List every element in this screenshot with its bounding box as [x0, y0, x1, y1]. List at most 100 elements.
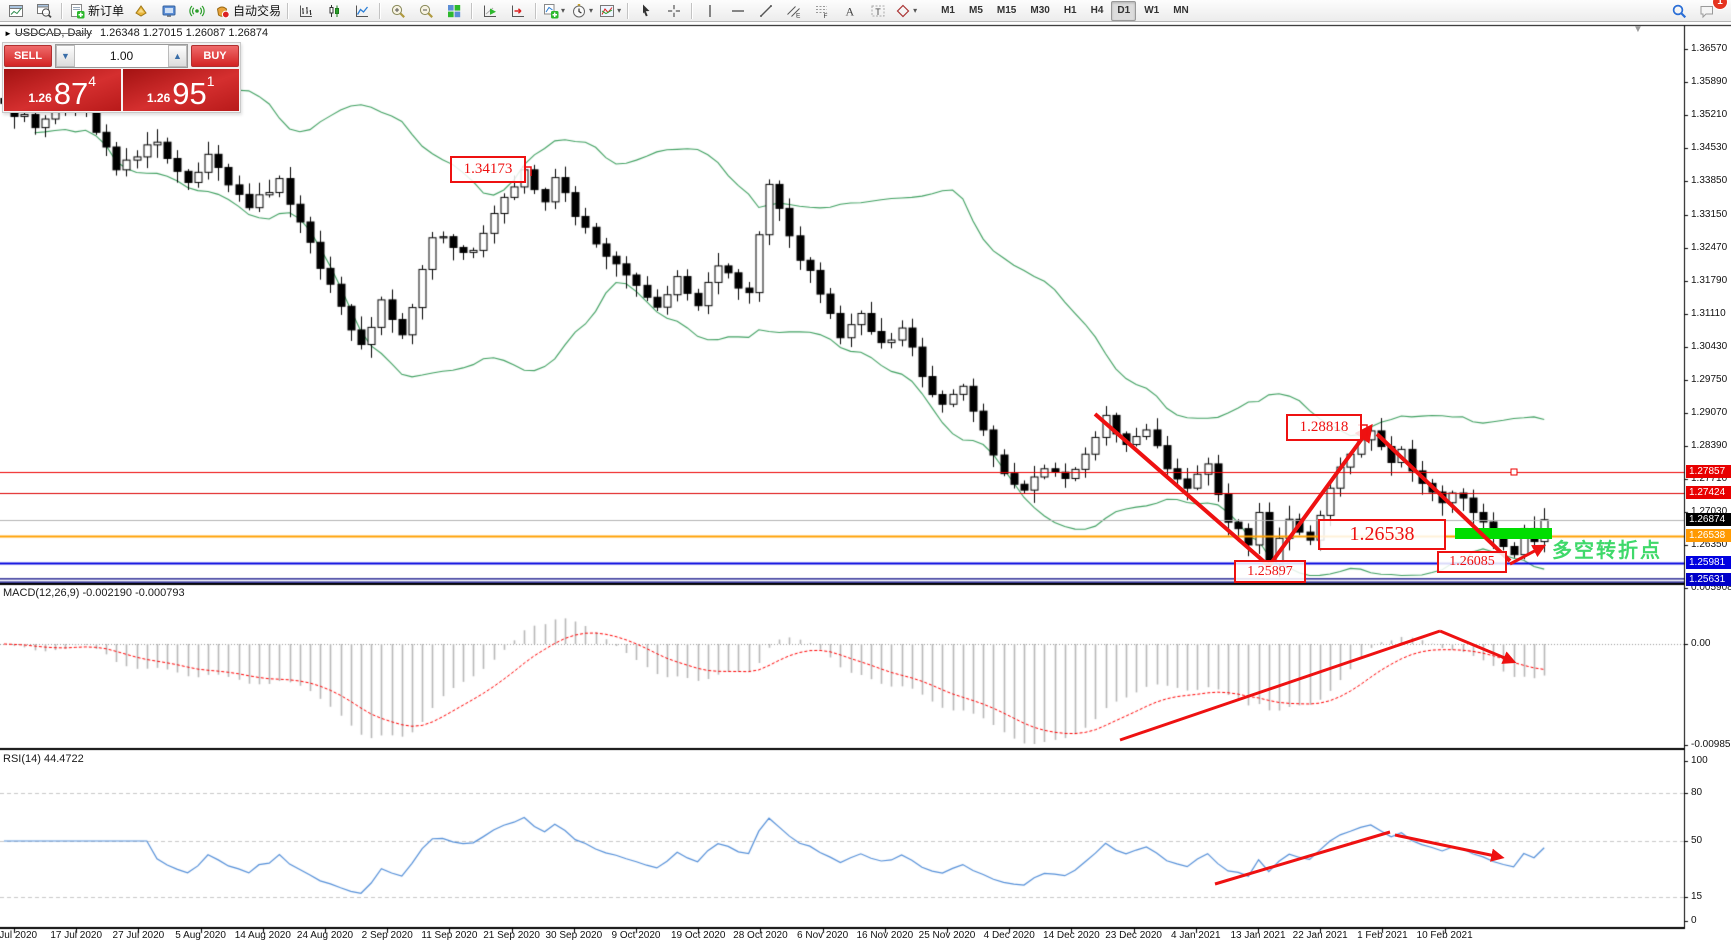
date-axis-label: 28 Oct 2020 — [733, 930, 788, 941]
data-window-icon — [36, 3, 52, 19]
date-axis-label: 16 Nov 2020 — [856, 930, 914, 941]
template-icon — [599, 3, 615, 19]
data-window-button[interactable] — [30, 0, 58, 22]
timeframe-h1[interactable]: H1 — [1063, 5, 1077, 16]
price-badge: 1.26874 — [1686, 513, 1731, 527]
annotation-price-label: 1.26538 — [1318, 519, 1446, 550]
date-axis-label: 24 Aug 2020 — [296, 930, 354, 941]
line-chart-button[interactable] — [348, 0, 376, 22]
volume-decrease-button[interactable]: ▼ — [56, 45, 75, 67]
date-axis-label: 11 Sep 2020 — [421, 930, 478, 941]
volume-input[interactable] — [75, 48, 168, 64]
horizontal-line-button[interactable] — [724, 0, 752, 22]
candlestick-button[interactable] — [320, 0, 348, 22]
cursor-button[interactable] — [632, 0, 660, 22]
svg-text:T: T — [875, 6, 881, 16]
date-axis-label: 27 Jul 2020 — [112, 930, 165, 941]
price-tick-label: 1.34530 — [1691, 141, 1728, 153]
date-axis-label: 25 Nov 2020 — [918, 930, 976, 941]
terminal-icon — [161, 3, 177, 19]
sell-button[interactable]: SELL — [4, 45, 52, 67]
symbol-line: ► USDCAD, Daily 1.26348 1.27015 1.26087 1.… — [4, 27, 268, 39]
channel-button[interactable]: E — [780, 0, 808, 22]
zoom-out-icon — [418, 3, 434, 19]
chat-button[interactable]: 1 — [1693, 0, 1728, 22]
turning-point-note: 多空转折点 — [1552, 540, 1662, 562]
rsi-scale-label: 80 — [1691, 787, 1703, 798]
price-badge: 1.25631 — [1686, 573, 1731, 587]
volume-increase-button[interactable]: ▲ — [168, 45, 187, 67]
bar-chart-button[interactable] — [292, 0, 320, 22]
line-chart-icon — [354, 3, 370, 19]
date-axis-label: 30 Sep 2020 — [545, 930, 603, 941]
price-tick-label: 1.32470 — [1691, 241, 1728, 253]
price-tick-label: 1.36570 — [1691, 43, 1728, 54]
trendline-button[interactable] — [752, 0, 780, 22]
notification-badge: 1 — [1712, 0, 1728, 10]
terminal-button[interactable] — [155, 0, 183, 22]
periods-button[interactable]: ▾ — [568, 0, 596, 22]
tile-windows-button[interactable] — [440, 0, 468, 22]
crosshair-button[interactable] — [660, 0, 688, 22]
timeframe-h4[interactable]: H4 — [1090, 5, 1104, 16]
sell-price-big: 87 — [53, 76, 89, 111]
new-order-button[interactable]: 新订单 — [66, 0, 127, 22]
timeframe-w1[interactable]: W1 — [1144, 5, 1160, 16]
buy-price-tile[interactable]: 1.26 95 1 — [122, 69, 239, 111]
timeframe-m15[interactable]: M15 — [996, 5, 1017, 16]
price-tick-label: 1.35210 — [1691, 108, 1728, 120]
rsi-scale-label: 15 — [1691, 891, 1703, 902]
chat-icon — [1699, 3, 1715, 19]
date-axis-label: 9 Oct 2020 — [611, 930, 661, 941]
chart-shift-button[interactable] — [504, 0, 532, 22]
vertical-line-button[interactable] — [696, 0, 724, 22]
trade-panel-prices: 1.26 87 4 1.26 95 1 — [3, 69, 240, 112]
zoom-out-button[interactable] — [412, 0, 440, 22]
zoom-in-icon — [390, 3, 406, 19]
timeframe-bar: M1 M5 M15 M30 H1 H4 D1 W1 MN — [934, 0, 1196, 21]
price-badge: 1.25981 — [1686, 556, 1731, 570]
timeframe-m1[interactable]: M1 — [941, 5, 955, 16]
annotation-price-label: 1.34173 — [450, 156, 526, 183]
date-axis-label: 10 Feb 2021 — [1416, 930, 1473, 941]
date-axis-label: 2 Sep 2020 — [361, 930, 413, 941]
collapse-arrow-icon[interactable]: ▼ — [1633, 24, 1643, 35]
signals-button[interactable] — [183, 0, 211, 22]
price-tick-label: 1.31110 — [1691, 307, 1726, 319]
search-icon — [1671, 3, 1687, 19]
buy-button[interactable]: BUY — [191, 45, 239, 67]
timeframe-d1[interactable]: D1 — [1111, 0, 1137, 21]
zoom-in-button[interactable] — [384, 0, 412, 22]
date-axis-label: 14 Dec 2020 — [1043, 930, 1100, 941]
text-button[interactable]: A — [836, 0, 864, 22]
toolbar-separator — [379, 2, 382, 19]
chart-shift-icon — [510, 3, 526, 19]
buy-price-sup: 1 — [206, 73, 215, 89]
annotation-price-label: 1.28818 — [1286, 414, 1362, 441]
svg-text:A: A — [846, 4, 855, 18]
template-button[interactable]: ▾ — [596, 0, 624, 22]
buy-price-big: 95 — [172, 76, 207, 111]
price-tick-label: 1.28390 — [1691, 439, 1728, 451]
timeframe-m5[interactable]: M5 — [969, 5, 983, 16]
auto-scroll-button[interactable] — [476, 0, 504, 22]
annotation-price-label: 1.26085 — [1437, 551, 1507, 573]
timeframe-mn[interactable]: MN — [1173, 5, 1189, 16]
indicators-button[interactable]: ▾ — [540, 0, 568, 22]
timeframe-m30[interactable]: M30 — [1030, 5, 1050, 16]
sell-price-tile[interactable]: 1.26 87 4 — [4, 69, 121, 111]
metaeditor-icon — [133, 3, 149, 19]
autotrading-icon — [214, 3, 230, 19]
one-click-trading-panel: SELL ▼ ▲ BUY 1.26 87 4 1.26 95 1 — [2, 42, 241, 113]
buy-price-small: 1.26 — [146, 91, 171, 105]
text-label-button[interactable]: T — [864, 0, 892, 22]
search-button[interactable] — [1665, 0, 1693, 22]
new-window-button[interactable] — [2, 0, 30, 22]
toolbar-separator — [691, 2, 694, 19]
horizontal-line-icon — [730, 3, 746, 19]
autotrading-button[interactable]: 自动交易 — [211, 0, 284, 22]
fibonacci-button[interactable]: F — [808, 0, 836, 22]
metaeditor-button[interactable] — [127, 0, 155, 22]
shapes-button[interactable]: ▾ — [892, 0, 920, 22]
